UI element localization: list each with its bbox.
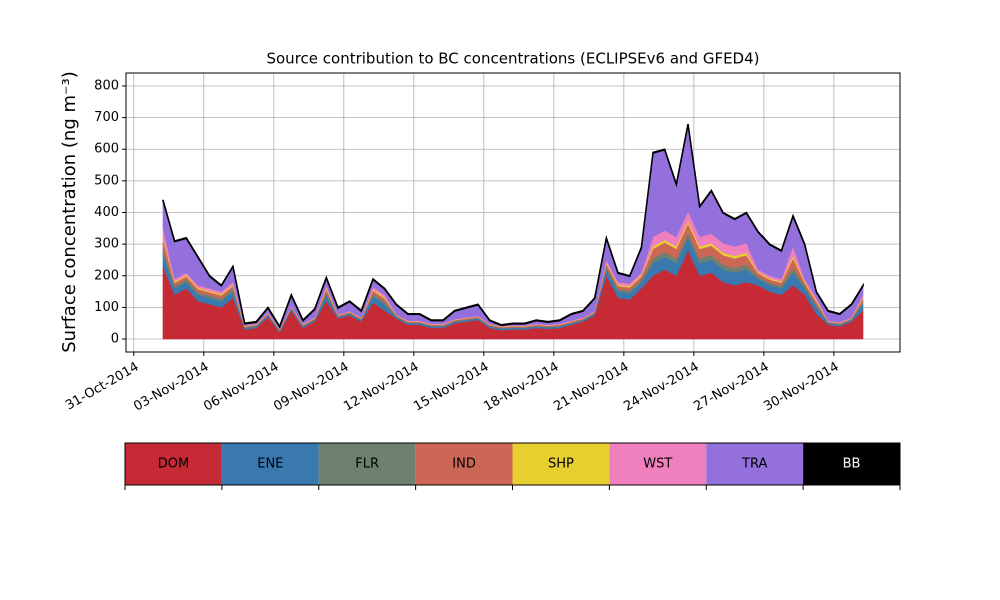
plot-frame [125,72,901,353]
y-tick-label: 600 [94,142,119,157]
legend-swatch [125,443,222,485]
legend-label: FLR [355,457,379,472]
legend-swatch [415,443,513,485]
x-tick-label: 12-Nov-2014 [341,360,421,415]
legend-swatch [512,443,610,485]
legend-swatch [803,443,900,485]
legend-label: WST [643,457,672,472]
legend-label: ENE [257,457,283,472]
x-tick-label: 03-Nov-2014 [131,360,211,415]
legend-label: IND [452,457,476,472]
y-tick-label: 300 [94,237,119,252]
y-tick-label: 500 [94,173,119,188]
x-tick-label: 27-Nov-2014 [691,360,771,415]
y-tick-label: 700 [94,110,119,125]
x-tick-label: 21-Nov-2014 [551,360,631,415]
x-tick-label: 15-Nov-2014 [411,360,491,415]
x-tick-label: 18-Nov-2014 [481,360,561,415]
y-tick-label: 800 [94,78,119,93]
legend-label: SHP [548,457,574,472]
y-axis-label: Surface concentration (ng m⁻³) [59,71,80,353]
area [162,123,864,329]
chart-title: Source contribution to BC concentrations… [266,50,759,68]
legend-swatch [609,443,707,485]
legend-swatch [221,443,319,485]
y-tick-label: 0 [111,332,119,347]
y-tick-label: 400 [94,205,119,220]
y-tick-label: 200 [94,268,119,283]
legend-swatch [706,443,804,485]
legend-label: TRA [741,457,767,472]
x-tick-label: 31-Oct-2014 [63,360,141,414]
x-tick-label: 24-Nov-2014 [621,360,701,415]
legend-label: BB [843,457,861,472]
x-tick-label: 30-Nov-2014 [761,360,841,415]
legend-swatch [318,443,416,485]
legend-label: DOM [158,457,189,472]
x-tick-label: 09-Nov-2014 [271,360,351,415]
x-tick-label: 06-Nov-2014 [201,360,281,415]
y-tick-label: 100 [94,300,119,315]
